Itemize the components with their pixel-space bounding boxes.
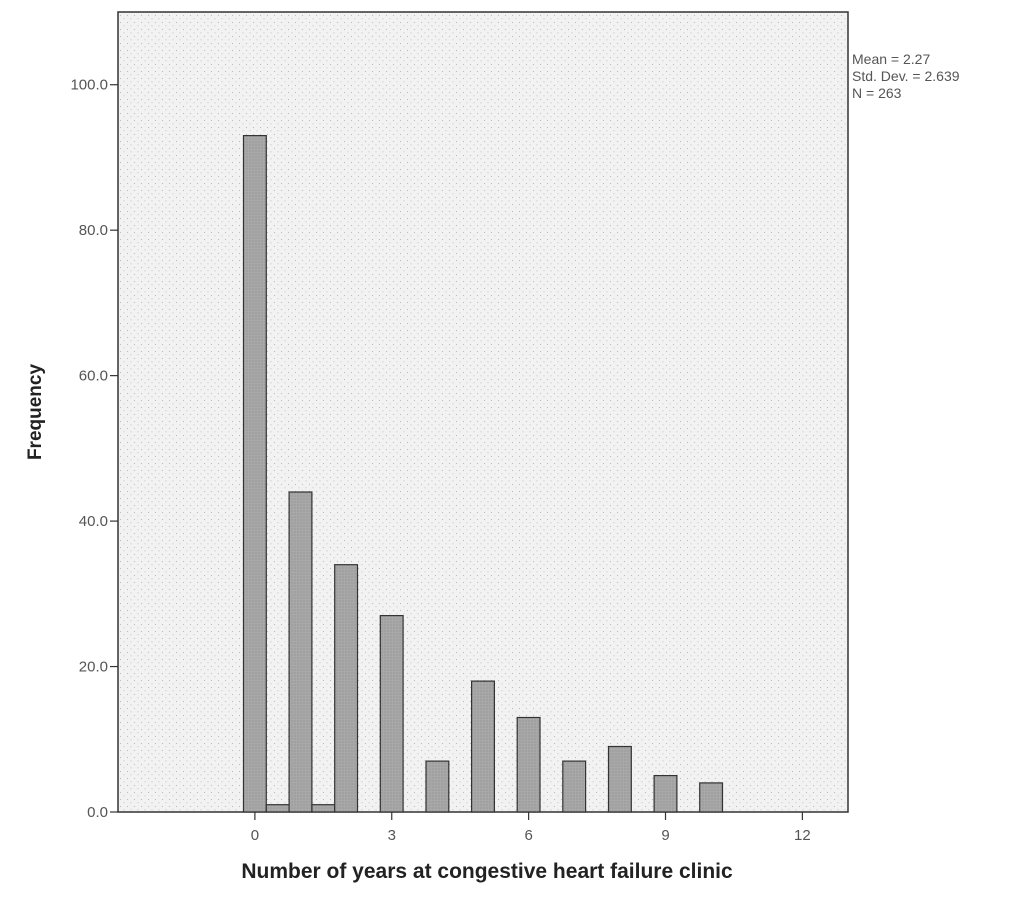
- bar: [471, 680, 496, 813]
- stat-n: N = 263: [852, 85, 902, 101]
- x-tick-label: 3: [388, 827, 396, 844]
- stat-std-dev: Std. Dev. = 2.639: [852, 68, 960, 84]
- bar: [562, 760, 587, 813]
- x-axis-title: Number of years at congestive heart fail…: [241, 860, 733, 883]
- y-axis-title: Frequency: [25, 364, 46, 461]
- bar: [311, 804, 336, 813]
- x-axis: 0 3 6 9 12: [251, 812, 811, 844]
- y-tick-label: 40.0: [79, 513, 108, 530]
- bars: [242, 135, 724, 813]
- bar: [242, 135, 267, 813]
- x-tick-label: 12: [794, 827, 811, 844]
- bar: [379, 614, 404, 813]
- bar: [425, 760, 450, 813]
- plot-background: [117, 11, 849, 813]
- bar: [288, 491, 313, 813]
- bar: [653, 774, 678, 813]
- y-tick-label: 80.0: [79, 222, 108, 239]
- stats-box: Mean = 2.27 Std. Dev. = 2.639 N = 263: [852, 51, 960, 101]
- x-tick-label: 0: [251, 827, 259, 844]
- bar: [265, 804, 290, 813]
- bar: [516, 716, 541, 813]
- bar: [607, 745, 632, 813]
- y-tick-label: 60.0: [79, 368, 108, 385]
- bar: [699, 782, 724, 813]
- stat-mean: Mean = 2.27: [852, 51, 930, 67]
- y-axis: 0.0 20.0 40.0 60.0 80.0 100.0: [70, 77, 118, 821]
- x-tick-label: 6: [524, 827, 532, 844]
- x-tick-label: 9: [661, 827, 669, 844]
- y-tick-label: 0.0: [87, 804, 108, 821]
- y-tick-label: 20.0: [79, 659, 108, 676]
- y-tick-label: 100.0: [70, 77, 108, 94]
- bar: [334, 564, 359, 813]
